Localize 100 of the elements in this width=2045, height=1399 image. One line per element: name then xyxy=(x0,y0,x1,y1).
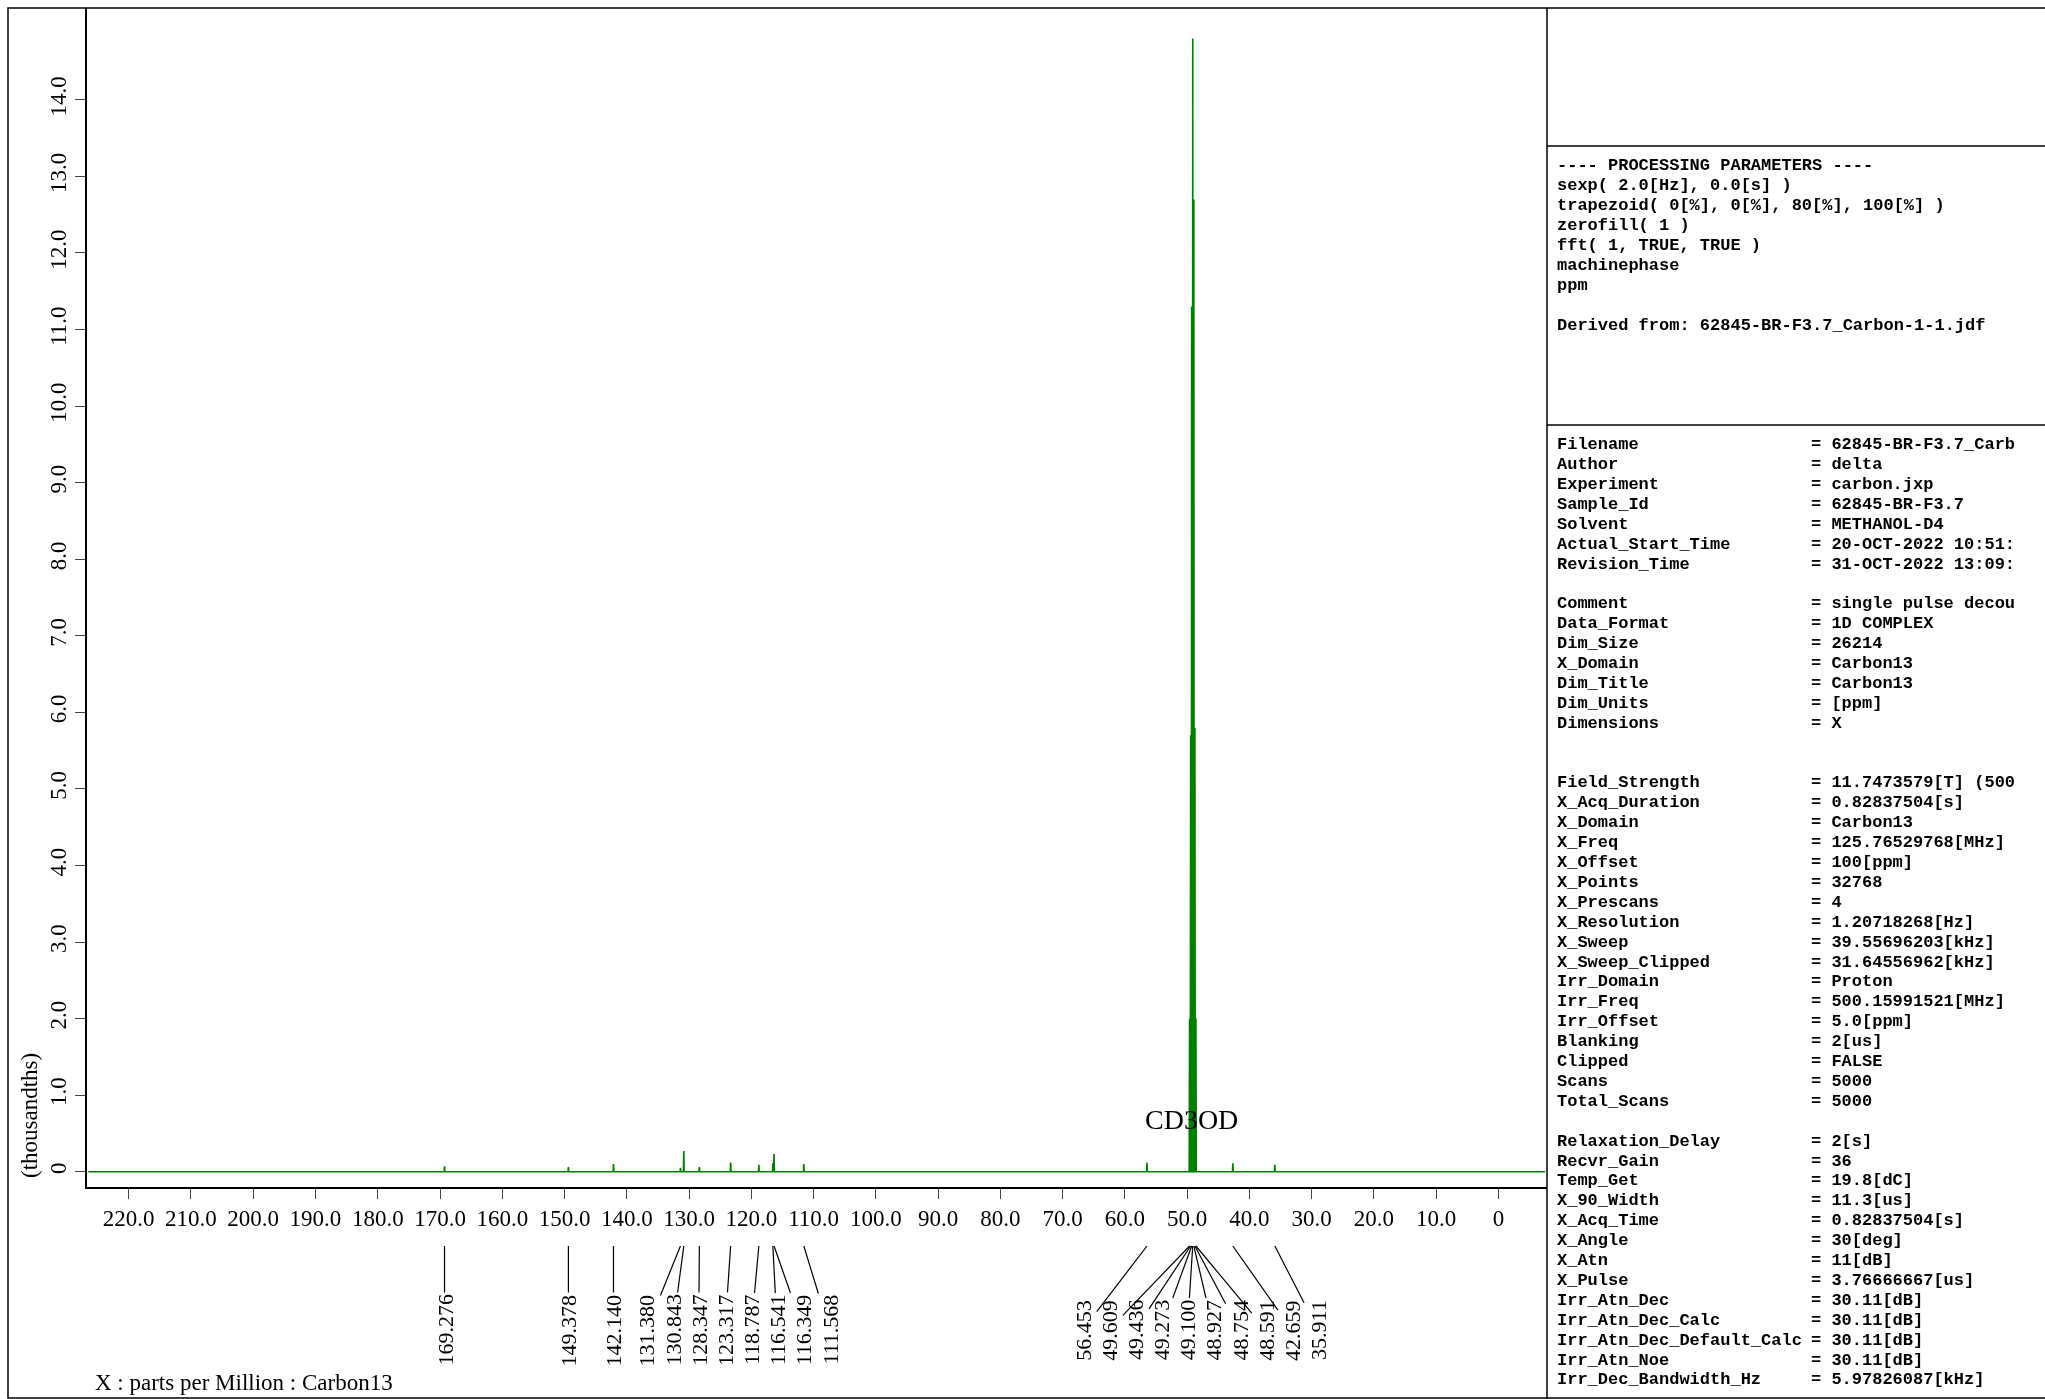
x-tick-label: 190.0 xyxy=(289,1206,342,1232)
x-tick-label: 130.0 xyxy=(663,1206,715,1232)
y-tick-label: 9.0 xyxy=(46,464,72,494)
text: 35.911 xyxy=(1306,1300,1332,1361)
text: X_90_Width = 11.3[us] xyxy=(1557,1191,1914,1210)
line-series xyxy=(87,37,1546,1173)
text: machinephase xyxy=(1557,256,1680,275)
x-tick-label: 60.0 xyxy=(1104,1206,1146,1232)
text: Irr_Domain = Proton xyxy=(1557,972,1893,991)
text: 49.273 xyxy=(1149,1299,1175,1361)
y-tick-label: 3.0 xyxy=(46,924,72,953)
x-tick-label: 150.0 xyxy=(538,1206,591,1232)
y-tick-label: 8.0 xyxy=(46,541,72,571)
text: X : parts per Million : Carbon13 xyxy=(95,1370,393,1395)
text: Recvr_Gain = 36 xyxy=(1557,1152,1852,1171)
text: X_Offset = 100[ppm] xyxy=(1557,853,1914,872)
text: Blanking = 2[us] xyxy=(1557,1032,1883,1051)
text: 48.591 xyxy=(1253,1300,1279,1361)
x-tick-label: 220.0 xyxy=(102,1206,155,1232)
text: X_Resolution = 1.20718268[Hz] xyxy=(1557,913,1975,932)
text: 131.380 xyxy=(634,1294,660,1367)
text: Actual_Start_Time = 20-OCT-2022 10:51: xyxy=(1557,535,2016,554)
x-tick-label: 200.0 xyxy=(227,1206,280,1232)
x-tick-label: 110.0 xyxy=(788,1206,840,1232)
text: Irr_Offset = 5.0[ppm] xyxy=(1557,1012,1914,1031)
text: Total_Scans = 5000 xyxy=(1557,1092,1873,1111)
text: 49.436 xyxy=(1123,1299,1149,1361)
text: ppm xyxy=(1557,276,1588,295)
text: Irr_Atn_Dec_Default_Calc = 30.11[dB] xyxy=(1557,1331,1924,1350)
text: 123.317 xyxy=(712,1294,738,1366)
text: Revision_Time = 31-OCT-2022 13:09: xyxy=(1557,555,2016,574)
text: X_Pulse = 3.76666667[us] xyxy=(1557,1271,1975,1290)
text: Data_Format = 1D COMPLEX xyxy=(1557,614,1934,633)
text: 118.787 xyxy=(739,1294,765,1366)
text: fft( 1, TRUE, TRUE ) xyxy=(1557,236,1762,255)
x-tick-label: 10.0 xyxy=(1416,1206,1457,1232)
text: X_Points = 32768 xyxy=(1557,873,1883,892)
x-tick-label: 30.0 xyxy=(1291,1206,1332,1232)
text: 116.349 xyxy=(791,1294,817,1366)
x-tick-label: 50.0 xyxy=(1167,1206,1208,1232)
y-tick-label: 5.0 xyxy=(46,771,72,800)
x-tick-label: 100.0 xyxy=(849,1206,902,1232)
text: 49.100 xyxy=(1175,1299,1201,1361)
x-tick-label: 170.0 xyxy=(414,1206,466,1232)
x-tick-label: 180.0 xyxy=(351,1206,404,1232)
y-tick-label: 11.0 xyxy=(46,306,72,346)
x-tick-label: 20.0 xyxy=(1353,1206,1395,1232)
text: Dim_Title = Carbon13 xyxy=(1557,674,1914,693)
y-tick-label: 10.0 xyxy=(46,382,72,423)
text: Comment = single pulse decou xyxy=(1557,594,2016,613)
text: Solvent = METHANOL-D4 xyxy=(1557,515,1944,534)
text: X_Freq = 125.76529768[MHz] xyxy=(1557,833,2005,852)
x-tick-label: 140.0 xyxy=(600,1206,653,1232)
text: X_Sweep_Clipped = 31.64556962[kHz] xyxy=(1557,953,1995,972)
x-tick-label: 0 xyxy=(1492,1206,1505,1232)
y-axis-title: (thousandths) xyxy=(17,1052,42,1178)
text: 49.609 xyxy=(1096,1300,1122,1361)
text: Field_Strength = 11.7473579[T] (500 xyxy=(1557,773,2016,792)
text: 130.843 xyxy=(660,1294,686,1366)
y-tick-label: 14.0 xyxy=(46,76,72,117)
text: 56.453 xyxy=(1070,1300,1096,1361)
x-tick-label: 210.0 xyxy=(165,1206,217,1232)
text: Irr_Atn_Noe = 30.11[dB] xyxy=(1557,1351,1924,1370)
text: X_Angle = 30[deg] xyxy=(1557,1231,1903,1250)
text: 48.927 xyxy=(1201,1299,1227,1361)
text: ---- PROCESSING PARAMETERS ---- xyxy=(1557,156,1874,175)
text: sexp( 2.0[Hz], 0.0[s] ) xyxy=(1557,176,1792,195)
text: trapezoid( 0[%], 0[%], 80[%], 100[%] ) xyxy=(1557,196,1945,215)
y-tick-label: 4.0 xyxy=(46,847,72,877)
text: X_Prescans = 4 xyxy=(1557,893,1842,912)
y-tick-label: 1.0 xyxy=(46,1077,72,1107)
y-tick-label: 0 xyxy=(46,1162,72,1174)
text: X_Domain = Carbon13 xyxy=(1557,654,1914,673)
text: 142.140 xyxy=(601,1294,627,1367)
text: Temp_Get = 19.8[dC] xyxy=(1557,1171,1914,1190)
text: Relaxation_Delay = 2[s] xyxy=(1557,1132,1873,1151)
text: X_Atn = 11[dB] xyxy=(1557,1251,1893,1270)
text: Scans = 5000 xyxy=(1557,1072,1873,1091)
y-tick-label: 12.0 xyxy=(46,229,72,270)
text: Irr_Dec_Bandwidth_Hz = 5.97826087[kHz] xyxy=(1557,1370,1985,1389)
text: Filename = 62845-BR-F3.7_Carb xyxy=(1557,435,2016,454)
x-tick-label: 120.0 xyxy=(725,1206,778,1232)
text: Dim_Units = [ppm] xyxy=(1557,694,1883,713)
text: X_Acq_Duration = 0.82837504[s] xyxy=(1557,793,1965,812)
text: zerofill( 1 ) xyxy=(1557,216,1690,235)
text: 116.541 xyxy=(765,1294,791,1366)
text: Clipped = FALSE xyxy=(1557,1052,1883,1071)
x-tick-label: 40.0 xyxy=(1229,1206,1270,1232)
text: X_Acq_Time = 0.82837504[s] xyxy=(1557,1211,1965,1230)
text: 42.659 xyxy=(1279,1300,1305,1361)
y-tick-label: 7.0 xyxy=(46,617,72,647)
text: Irr_Freq = 500.15991521[MHz] xyxy=(1557,992,2005,1011)
text: X_Sweep = 39.55696203[kHz] xyxy=(1557,933,1995,952)
text: Author = delta xyxy=(1557,455,1883,474)
text: Experiment = carbon.jxp xyxy=(1557,475,1934,494)
text: 149.378 xyxy=(556,1294,582,1367)
y-tick-label: 13.0 xyxy=(46,152,72,194)
text: X_Domain = Carbon13 xyxy=(1557,813,1914,832)
x-tick-label: 80.0 xyxy=(980,1206,1021,1232)
text: 111.568 xyxy=(817,1294,843,1365)
